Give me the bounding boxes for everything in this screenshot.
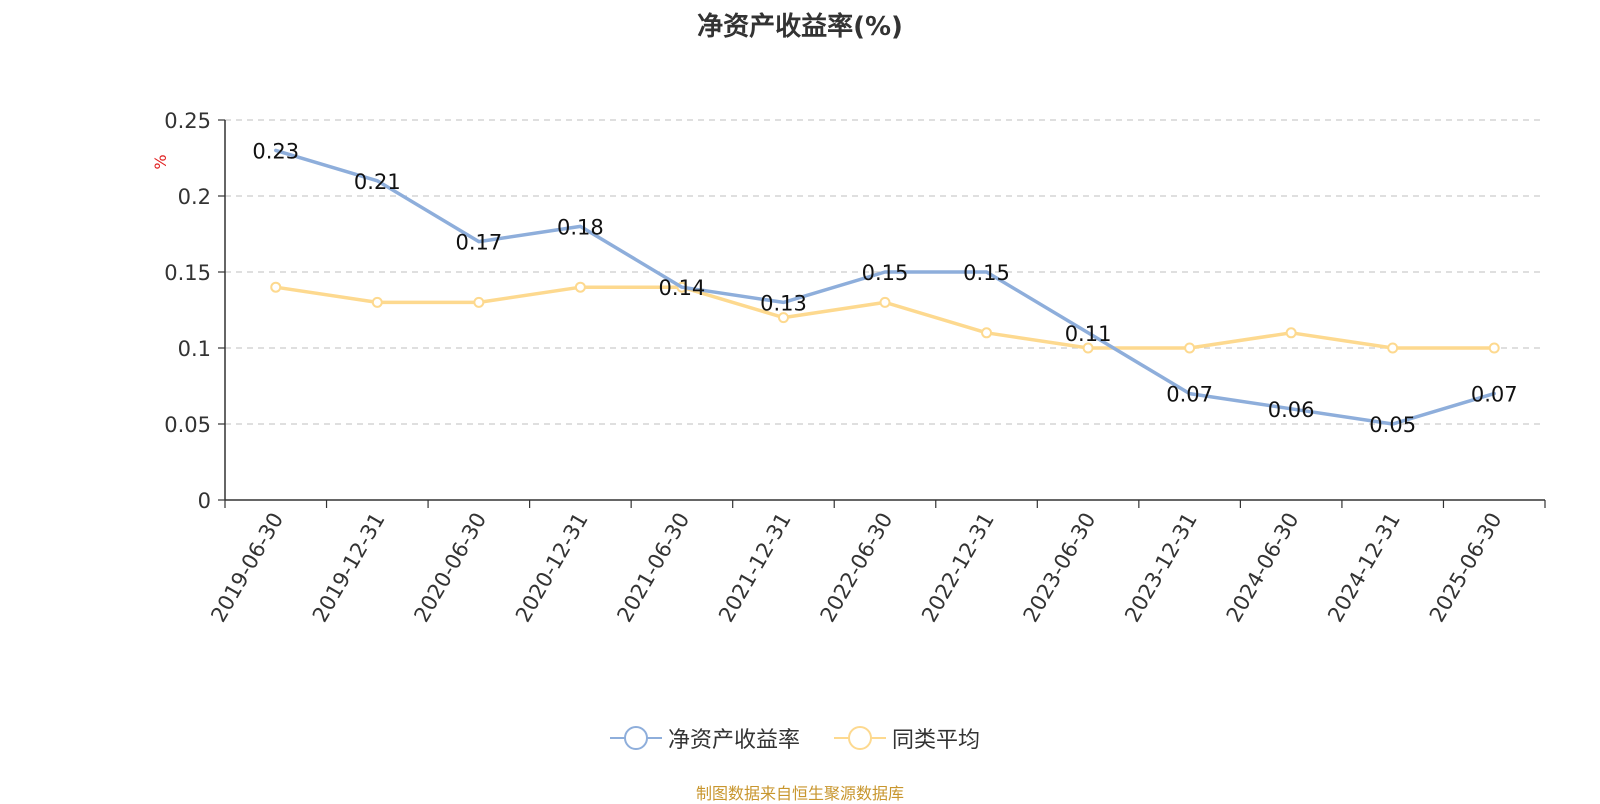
y-tick-label: 0.25 [164, 109, 211, 133]
data-label-roe: 0.11 [1065, 322, 1112, 346]
data-label-roe: 0.07 [1166, 383, 1213, 407]
data-source-note: 制图数据来自恒生聚源数据库 [695, 784, 904, 803]
x-tick-label: 2024-06-30 [1222, 509, 1304, 627]
x-tick-label: 2025-06-30 [1425, 509, 1507, 627]
data-label-roe: 0.17 [455, 231, 502, 255]
y-tick-label: 0.2 [178, 185, 211, 209]
legend-label-roe: 净资产收益率 [668, 728, 801, 753]
data-point-peer-average [1082, 342, 1094, 354]
x-tick-label: 2019-06-30 [206, 509, 288, 627]
data-point-peer-average [981, 327, 993, 339]
data-label-roe: 0.05 [1369, 413, 1416, 437]
legend-line-circle-icon [610, 726, 662, 750]
data-point-peer-average [1387, 342, 1399, 354]
data-point-peer-average [1285, 327, 1297, 339]
y-tick-label: 0.1 [178, 337, 211, 361]
x-tick-label: 2021-12-31 [714, 509, 796, 627]
legend-item-peer-average[interactable]: 同类平均 [834, 722, 980, 754]
data-point-peer-average [574, 281, 586, 293]
x-tick-label: 2022-06-30 [816, 509, 898, 627]
legend-line-circle-icon [834, 726, 886, 750]
series-line-peer-average [274, 285, 1496, 350]
x-tick-label: 2020-06-30 [409, 509, 491, 627]
data-point-peer-average [473, 296, 485, 308]
legend-item-roe[interactable]: 净资产收益率 [610, 722, 800, 754]
x-tick-label: 2022-12-31 [917, 509, 999, 627]
x-tick-label: 2023-06-30 [1019, 509, 1101, 627]
data-label-roe: 0.06 [1268, 398, 1315, 422]
data-point-peer-average [270, 281, 282, 293]
data-label-roe: 0.13 [760, 291, 807, 315]
data-point-peer-average [879, 296, 891, 308]
x-tick-label: 2024-12-31 [1323, 509, 1405, 627]
data-label-roe: 0.18 [557, 215, 604, 239]
data-point-peer-average [1488, 342, 1500, 354]
y-tick-label: 0.05 [164, 413, 211, 437]
legend: 净资产收益率 同类平均 [0, 722, 1600, 754]
legend-label-peer-average: 同类平均 [892, 728, 981, 753]
x-tick-label: 2023-12-31 [1120, 509, 1202, 627]
data-label-roe: 0.15 [862, 261, 909, 285]
series-line-roe [274, 148, 1496, 426]
data-label-roe: 0.14 [659, 276, 706, 300]
y-tick-label: 0 [198, 489, 211, 513]
data-point-peer-average [371, 296, 383, 308]
data-label-roe: 0.21 [354, 170, 401, 194]
x-tick-label: 2019-12-31 [308, 509, 390, 627]
x-tick-label: 2020-12-31 [511, 509, 593, 627]
y-tick-label: 0.15 [164, 261, 211, 285]
data-point-peer-average [1184, 342, 1196, 354]
x-tick-label: 2021-06-30 [612, 509, 694, 627]
data-point-peer-average [777, 312, 789, 324]
data-label-roe: 0.23 [252, 139, 299, 163]
y-axis-label: % [151, 154, 170, 169]
data-label-roe: 0.07 [1471, 383, 1518, 407]
data-label-roe: 0.15 [963, 261, 1010, 285]
chart-title: 净资产收益率(%) [697, 12, 903, 42]
